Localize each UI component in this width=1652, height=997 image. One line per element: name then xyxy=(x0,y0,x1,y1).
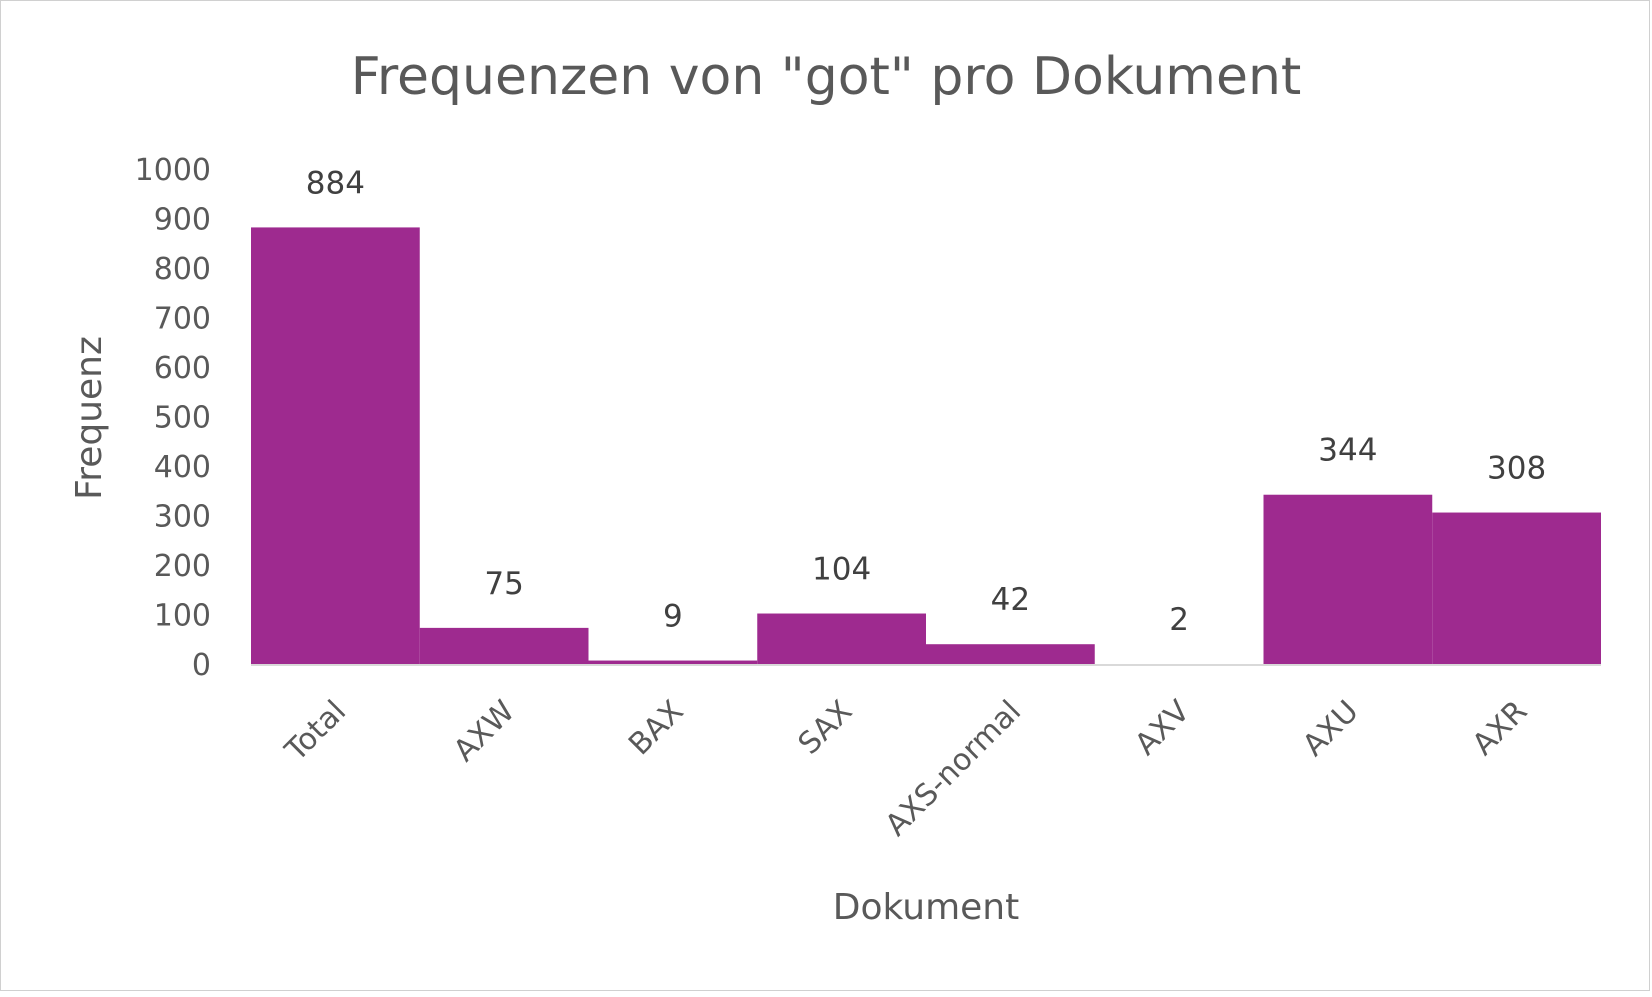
y-tick-label: 1000 xyxy=(135,153,211,188)
bar-axr xyxy=(1432,512,1601,665)
y-tick-label: 600 xyxy=(154,351,211,386)
x-tick-label: AXW xyxy=(447,694,522,769)
y-tick-label: 700 xyxy=(154,302,211,337)
bar-total xyxy=(251,227,420,666)
y-axis-title: Frequenz xyxy=(69,336,110,500)
x-tick-label: AXV xyxy=(1128,694,1197,763)
data-label: 344 xyxy=(1318,433,1377,469)
y-tick-label: 400 xyxy=(154,450,211,485)
x-tick-label: AXR xyxy=(1466,694,1535,763)
bar-bax xyxy=(588,660,758,665)
bar-axu xyxy=(1263,494,1433,665)
data-label: 42 xyxy=(991,582,1030,618)
x-tick-label: SAX xyxy=(792,694,860,762)
data-label: 104 xyxy=(812,552,871,588)
chart-title: Frequenzen von "got" pro Dokument xyxy=(351,47,1302,107)
data-label: 9 xyxy=(663,599,683,635)
bar-sax xyxy=(757,613,926,665)
data-label: 2 xyxy=(1169,602,1189,638)
x-tick-label: BAX xyxy=(622,694,690,762)
y-tick-label: 800 xyxy=(154,252,211,287)
y-tick-label: 0 xyxy=(192,648,211,683)
y-tick-label: 100 xyxy=(154,599,211,634)
y-tick-label: 900 xyxy=(154,203,211,238)
data-label: 308 xyxy=(1487,451,1546,487)
y-tick-label: 300 xyxy=(154,500,211,535)
y-tick-label: 500 xyxy=(154,401,211,436)
data-label: 75 xyxy=(484,566,523,602)
x-tick-label: AXU xyxy=(1296,694,1365,763)
x-axis-title: Dokument xyxy=(833,887,1019,928)
bar-axs-normal xyxy=(926,644,1095,665)
bar-axw xyxy=(419,627,589,665)
data-label: 884 xyxy=(306,165,365,201)
x-tick-label: AXS-normal xyxy=(879,694,1028,843)
plot-area: 0 100 200 300 400 500 600 700 800 900 1000 884 75 9 10… xyxy=(135,153,1601,843)
x-tick-label: Total xyxy=(278,694,353,769)
y-tick-label: 200 xyxy=(154,549,211,584)
